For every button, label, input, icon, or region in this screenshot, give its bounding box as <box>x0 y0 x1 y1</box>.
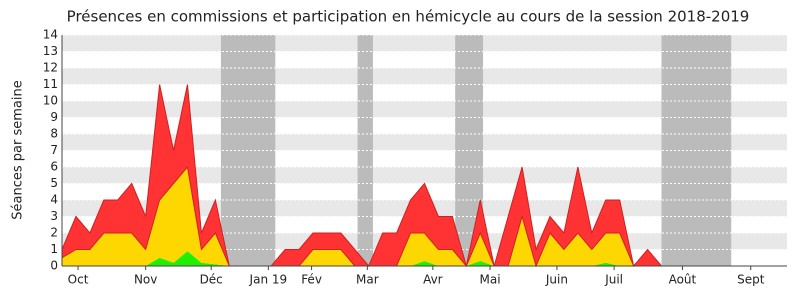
x-tick-label: Nov <box>134 273 157 287</box>
y-tick-label: 9 <box>50 110 58 124</box>
area <box>62 167 787 266</box>
y-tick-label: 3 <box>50 209 58 223</box>
y-tick-label: 6 <box>50 160 58 174</box>
y-tick-label: 2 <box>50 226 58 240</box>
x-tick-label: Déc <box>200 273 223 287</box>
x-tick-label: Août <box>669 273 697 287</box>
y-tick-label: 5 <box>50 176 58 190</box>
y-tick-label: 0 <box>50 259 58 273</box>
x-tick-label: Fév <box>301 273 322 287</box>
x-tick-label: Jan 19 <box>249 273 288 287</box>
x-tick-label: Juil <box>604 273 623 287</box>
y-tick-label: 4 <box>50 193 58 207</box>
x-tick-label: Mai <box>480 273 501 287</box>
y-tick-label: 8 <box>50 127 58 141</box>
x-tick-label: Sept <box>737 273 765 287</box>
y-tick-label: 12 <box>43 61 58 75</box>
x-tick-label: Avr <box>423 273 443 287</box>
area <box>62 251 787 266</box>
x-tick-label: Juin <box>545 273 568 287</box>
y-tick-label: 11 <box>43 77 58 91</box>
x-tick-label: Oct <box>68 273 89 287</box>
shaded-period <box>357 35 373 266</box>
y-tick-label: 10 <box>43 94 58 108</box>
x-tick-label: Mar <box>356 273 379 287</box>
y-tick-label: 13 <box>43 44 58 58</box>
chart-title: Présences en commissions et participatio… <box>67 8 750 26</box>
y-tick-label: 7 <box>50 143 58 157</box>
y-tick-label: 1 <box>50 242 58 256</box>
y-tick-label: 14 <box>43 28 58 42</box>
y-axis-label: Séances par semaine <box>11 80 26 219</box>
